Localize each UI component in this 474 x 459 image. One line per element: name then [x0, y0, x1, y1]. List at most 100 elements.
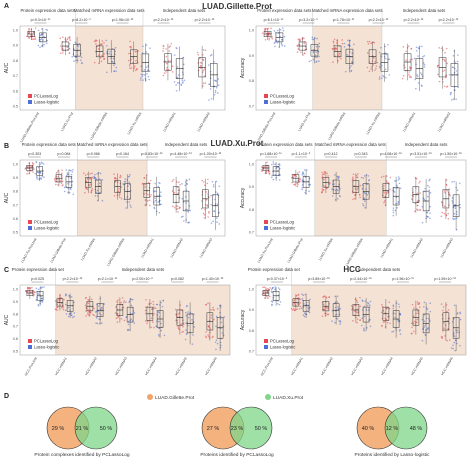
pclasso-point	[438, 47, 441, 49]
pclasso-point	[179, 304, 181, 306]
x-tick-label: LUAD.mRNA3	[199, 237, 213, 258]
pclasso-point	[165, 71, 167, 73]
pclasso-point	[144, 183, 146, 186]
pclasso-point	[413, 320, 416, 323]
lasso-point	[414, 78, 417, 81]
lasso-point	[125, 207, 127, 209]
lasso-point	[453, 205, 455, 208]
lasso-point	[94, 173, 96, 176]
group-shade	[75, 26, 143, 110]
y-axis-label: AUC	[4, 62, 10, 73]
y-axis-label: Accuracy	[240, 187, 246, 208]
pclasso-point	[28, 37, 31, 39]
x-tick-label: LUAD.Xu.mRNA	[80, 237, 96, 261]
p-value-label: p=3.51×10⁻¹⁵	[410, 152, 432, 156]
pclasso-point	[175, 208, 178, 210]
pclasso-point	[61, 169, 63, 172]
lasso-point	[347, 39, 349, 42]
lasso-point	[176, 81, 179, 84]
lasso-point	[275, 166, 278, 169]
y-tick-label: 0.5	[13, 350, 18, 354]
y-tick-label: 0.7	[249, 105, 254, 109]
pclasso-point	[61, 52, 64, 54]
pclasso-point	[444, 60, 446, 62]
lasso-point	[187, 311, 189, 313]
pclasso-point	[443, 58, 446, 61]
pclasso-point	[201, 53, 204, 56]
pclasso-point	[197, 54, 199, 56]
pclasso-point	[266, 290, 269, 292]
pclasso-point	[385, 191, 388, 194]
pclasso-point	[137, 61, 139, 64]
lasso-point	[214, 341, 217, 344]
pclasso-point	[202, 212, 205, 215]
pclasso-point	[443, 85, 446, 88]
lasso-point	[186, 304, 188, 307]
lasso-point	[140, 77, 142, 79]
lasso-point	[363, 328, 365, 331]
lasso-point	[70, 169, 72, 172]
pclasso-point	[129, 63, 131, 66]
lasso-point	[140, 79, 142, 81]
pclasso-point	[60, 306, 63, 309]
x-tick-label: LUAD.Gillette.mRNA	[327, 111, 347, 141]
pclasso-point	[291, 173, 294, 176]
lasso-point	[360, 176, 363, 179]
pclasso-point	[409, 75, 411, 77]
lasso-point	[423, 301, 426, 304]
group-shade	[314, 160, 387, 236]
pclasso-point	[355, 299, 358, 302]
pclasso-point	[267, 27, 270, 30]
lasso-point	[114, 47, 117, 49]
lasso-point	[314, 56, 316, 58]
pclasso-point	[266, 161, 268, 163]
pclasso-point	[200, 65, 202, 68]
pclasso-point	[182, 323, 185, 326]
pclasso-point	[208, 326, 211, 329]
pclasso-point	[321, 171, 323, 174]
pclasso-point	[208, 319, 211, 322]
pclasso-point	[444, 335, 446, 337]
lasso-point	[309, 306, 311, 309]
y-tick-label: 0.8	[13, 59, 18, 63]
pclasso-point	[297, 183, 299, 186]
pclasso-point	[178, 328, 180, 331]
lasso-point	[270, 176, 273, 179]
pclasso-point	[177, 189, 179, 191]
lasso-point	[339, 323, 341, 325]
pclasso-point	[375, 67, 377, 70]
pclasso-point	[359, 196, 361, 199]
pclasso-point	[207, 334, 209, 336]
pclasso-point	[84, 304, 87, 307]
pclasso-point	[441, 330, 444, 332]
pclasso-point	[385, 179, 388, 182]
pclasso-point	[151, 308, 153, 310]
lasso-point	[37, 29, 40, 32]
lasso-point	[398, 177, 401, 180]
pclasso-point	[153, 307, 155, 310]
x-tick-label: LUAD.Gillette.Prot.test	[19, 111, 40, 143]
pclasso-point	[59, 45, 62, 47]
lasso-point	[220, 321, 222, 324]
lasso-point	[301, 297, 304, 300]
pclasso-point	[93, 61, 96, 64]
pclasso-point	[298, 171, 301, 173]
group-header: Protein expression data sets	[258, 142, 312, 147]
y-tick-label: 0.7	[249, 231, 254, 235]
lasso-point	[455, 211, 458, 213]
pclasso-point	[92, 313, 94, 316]
pclasso-point	[55, 172, 58, 174]
pclasso-point	[356, 318, 359, 320]
lasso-point	[424, 324, 427, 327]
pclasso-point	[68, 36, 71, 39]
pclasso-point	[150, 194, 152, 196]
y-tick-label: 0.8	[249, 79, 254, 83]
lasso-point	[213, 210, 216, 212]
lasso-point	[337, 306, 339, 308]
lasso-point	[35, 291, 37, 293]
lasso-point	[336, 295, 339, 297]
lasso-point	[76, 59, 79, 62]
lasso-point	[378, 51, 381, 54]
pclasso-point	[87, 312, 89, 314]
lasso-point	[452, 202, 454, 204]
